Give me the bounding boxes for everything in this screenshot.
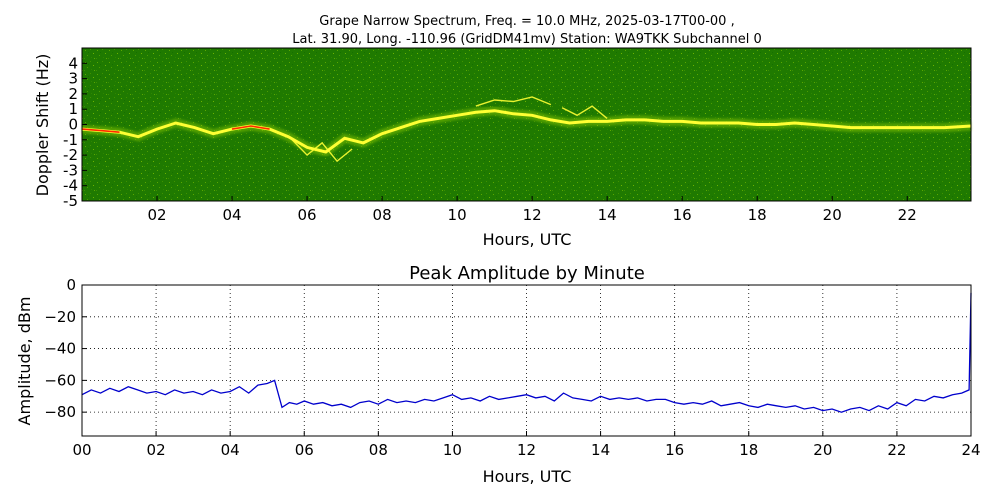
amp-xtick-label: 00 [72,441,91,459]
amp-ytick-label: −40 [44,340,76,358]
amp-xtick-label: 08 [369,441,388,459]
amp-ytick-label: −20 [44,308,76,326]
amp-xtick-label: 14 [591,441,610,459]
spec-ytick-label: 1 [68,100,78,118]
amplitude-xlabel: Hours, UTC [483,467,572,486]
amplitude-grid [82,285,971,436]
spec-ytick-label: -3 [63,161,78,179]
amp-xtick-label: 04 [221,441,240,459]
amp-ytick-label: −60 [44,371,76,389]
amp-xtick-label: 06 [295,441,314,459]
spec-ytick-label: -2 [63,146,78,164]
amp-xtick-label: 16 [665,441,684,459]
spec-ytick-label: -1 [63,131,78,149]
spec-xtick-label: 06 [298,206,317,224]
amplitude-panel: Peak Amplitude by Minute 00 02 04 06 08 10 12 1… [15,263,981,486]
amp-xtick-label: 02 [147,441,166,459]
spec-xtick-label: 22 [898,206,917,224]
spec-xtick-label: 20 [823,206,842,224]
spec-xtick-label: 18 [748,206,767,224]
spec-ytick-label: -4 [63,177,78,195]
trace-secondary-2 [291,139,353,163]
spec-ytick-label: 2 [68,85,78,103]
spec-xtick-label: 12 [523,206,542,224]
spectrogram-traces [81,96,972,163]
spec-ytick-label: 0 [68,116,78,134]
amp-xtick-label: 10 [443,441,462,459]
spectrogram-ylabel: Doppler Shift (Hz) [33,54,52,197]
amp-xtick-label: 22 [887,441,906,459]
trace-secondary-1 [561,105,608,119]
spec-ytick-label: 3 [68,70,78,88]
spec-ytick-label: 4 [68,54,78,72]
figure-title-line2: Lat. 31.90, Long. -110.96 (GridDM41mv) S… [292,32,762,47]
amp-ytick-label: 0 [66,276,76,294]
spectrogram-x-ticks: 02 04 06 08 10 12 14 16 18 20 22 [147,196,917,224]
amp-xtick-label: 20 [813,441,832,459]
amplitude-title: Peak Amplitude by Minute [409,263,645,284]
amplitude-series-line [81,292,972,413]
trace-secondary-0 [475,96,552,107]
amp-ytick-label: −80 [44,403,76,421]
amp-xtick-label: 24 [961,441,980,459]
amplitude-y-ticks: 0 −20 −40 −60 −80 [44,276,87,421]
figure-title-line1: Grape Narrow Spectrum, Freq. = 10.0 MHz,… [319,14,734,29]
amplitude-ylabel: Amplitude, dBm [15,297,34,426]
spec-xtick-label: 16 [673,206,692,224]
amp-xtick-label: 18 [739,441,758,459]
trace-peak-1 [231,125,270,130]
spec-xtick-label: 04 [222,206,241,224]
spec-xtick-label: 14 [598,206,617,224]
spectrogram-xlabel: Hours, UTC [483,230,572,249]
trace-main [81,109,972,154]
spec-xtick-label: 08 [373,206,392,224]
spec-xtick-label: 02 [147,206,166,224]
spec-xtick-label: 10 [448,206,467,224]
amplitude-x-ticks: 00 02 04 06 08 10 12 14 16 18 20 22 24 [72,431,981,459]
trace-peak-0 [81,128,120,133]
amp-xtick-label: 12 [517,441,536,459]
spec-ytick-label: -5 [63,192,78,210]
